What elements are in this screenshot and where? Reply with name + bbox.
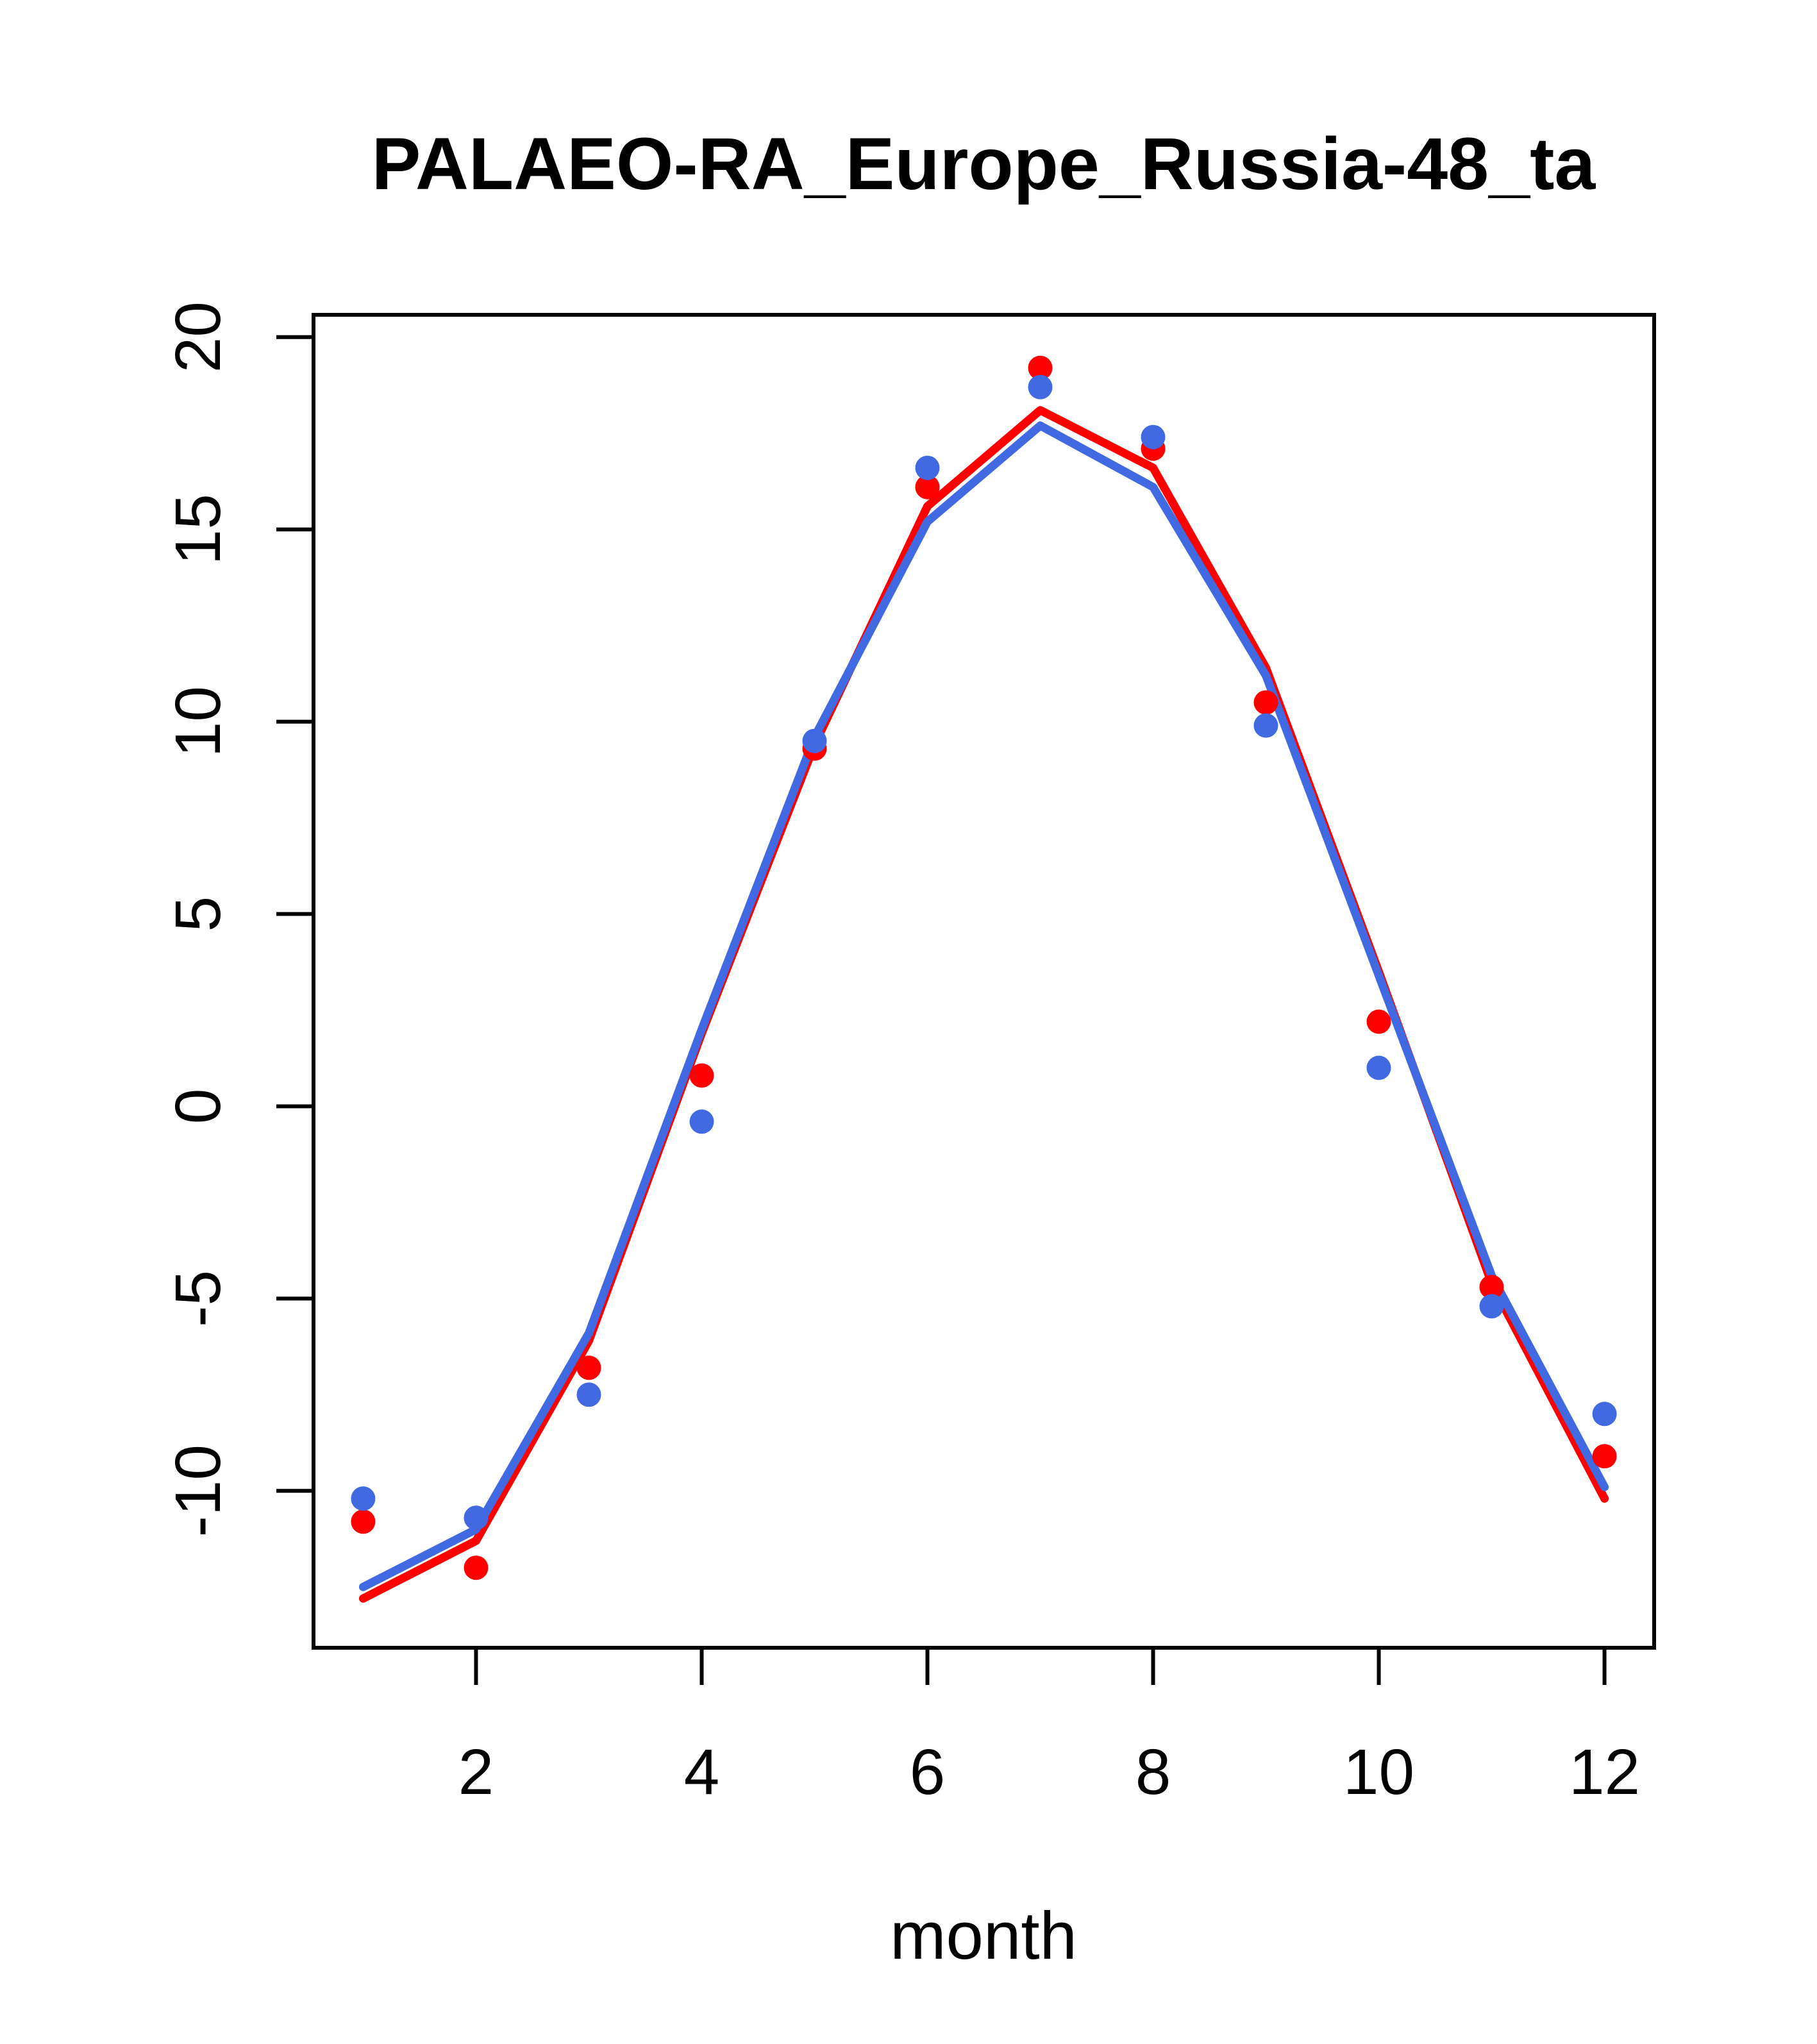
red-data-point [915,474,940,499]
blue-points-series [351,374,1617,1530]
blue-data-point [1253,713,1278,738]
red-data-point [576,1355,601,1380]
x-tick-label: 8 [1135,1736,1171,1808]
y-tick-label: 10 [162,686,234,757]
blue-data-point [576,1382,601,1407]
y-tick-label: -10 [162,1445,234,1537]
x-tick-label: 6 [910,1736,946,1808]
blue-line-series [358,421,1609,1591]
y-tick-label: 20 [162,301,234,373]
red-data-point [1592,1444,1617,1469]
blue-data-point [802,728,827,753]
data-series [351,355,1617,1603]
red-data-point [1479,1275,1504,1300]
blue-data-point [1592,1402,1617,1427]
x-tick-label: 10 [1343,1736,1414,1808]
red-data-point [689,1063,714,1088]
blue-data-point [915,455,940,480]
blue-data-point [351,1486,376,1511]
blue-data-point [1366,1055,1391,1080]
y-tick-label: 5 [162,896,234,932]
red-data-point [351,1509,376,1534]
y-tick-label: 0 [162,1089,234,1125]
y-tick-label: 15 [162,494,234,565]
x-axis-ticks: 2 4 6 8 10 12 [458,1648,1640,1808]
red-data-point [1028,355,1053,380]
red-data-point [1366,1009,1391,1034]
blue-data-point [689,1109,714,1134]
x-tick-label: 12 [1569,1736,1640,1808]
blue-data-point [1479,1294,1504,1319]
blue-data-point [1141,424,1166,449]
red-data-point [464,1555,489,1580]
x-axis-title: month [890,1898,1077,1973]
red-points-series [351,355,1617,1580]
blue-data-point [464,1505,489,1530]
blue-data-point [1028,374,1053,399]
y-axis-ticks: -10 -5 0 5 10 15 20 [162,301,314,1537]
chart-title: PALAEO-RA_Europe_Russia-48_ta [372,123,1596,205]
y-tick-label: -5 [162,1270,234,1327]
x-tick-label: 4 [684,1736,720,1808]
plot-box [312,313,1656,1650]
x-tick-label: 2 [458,1736,494,1808]
red-data-point [1253,690,1278,715]
